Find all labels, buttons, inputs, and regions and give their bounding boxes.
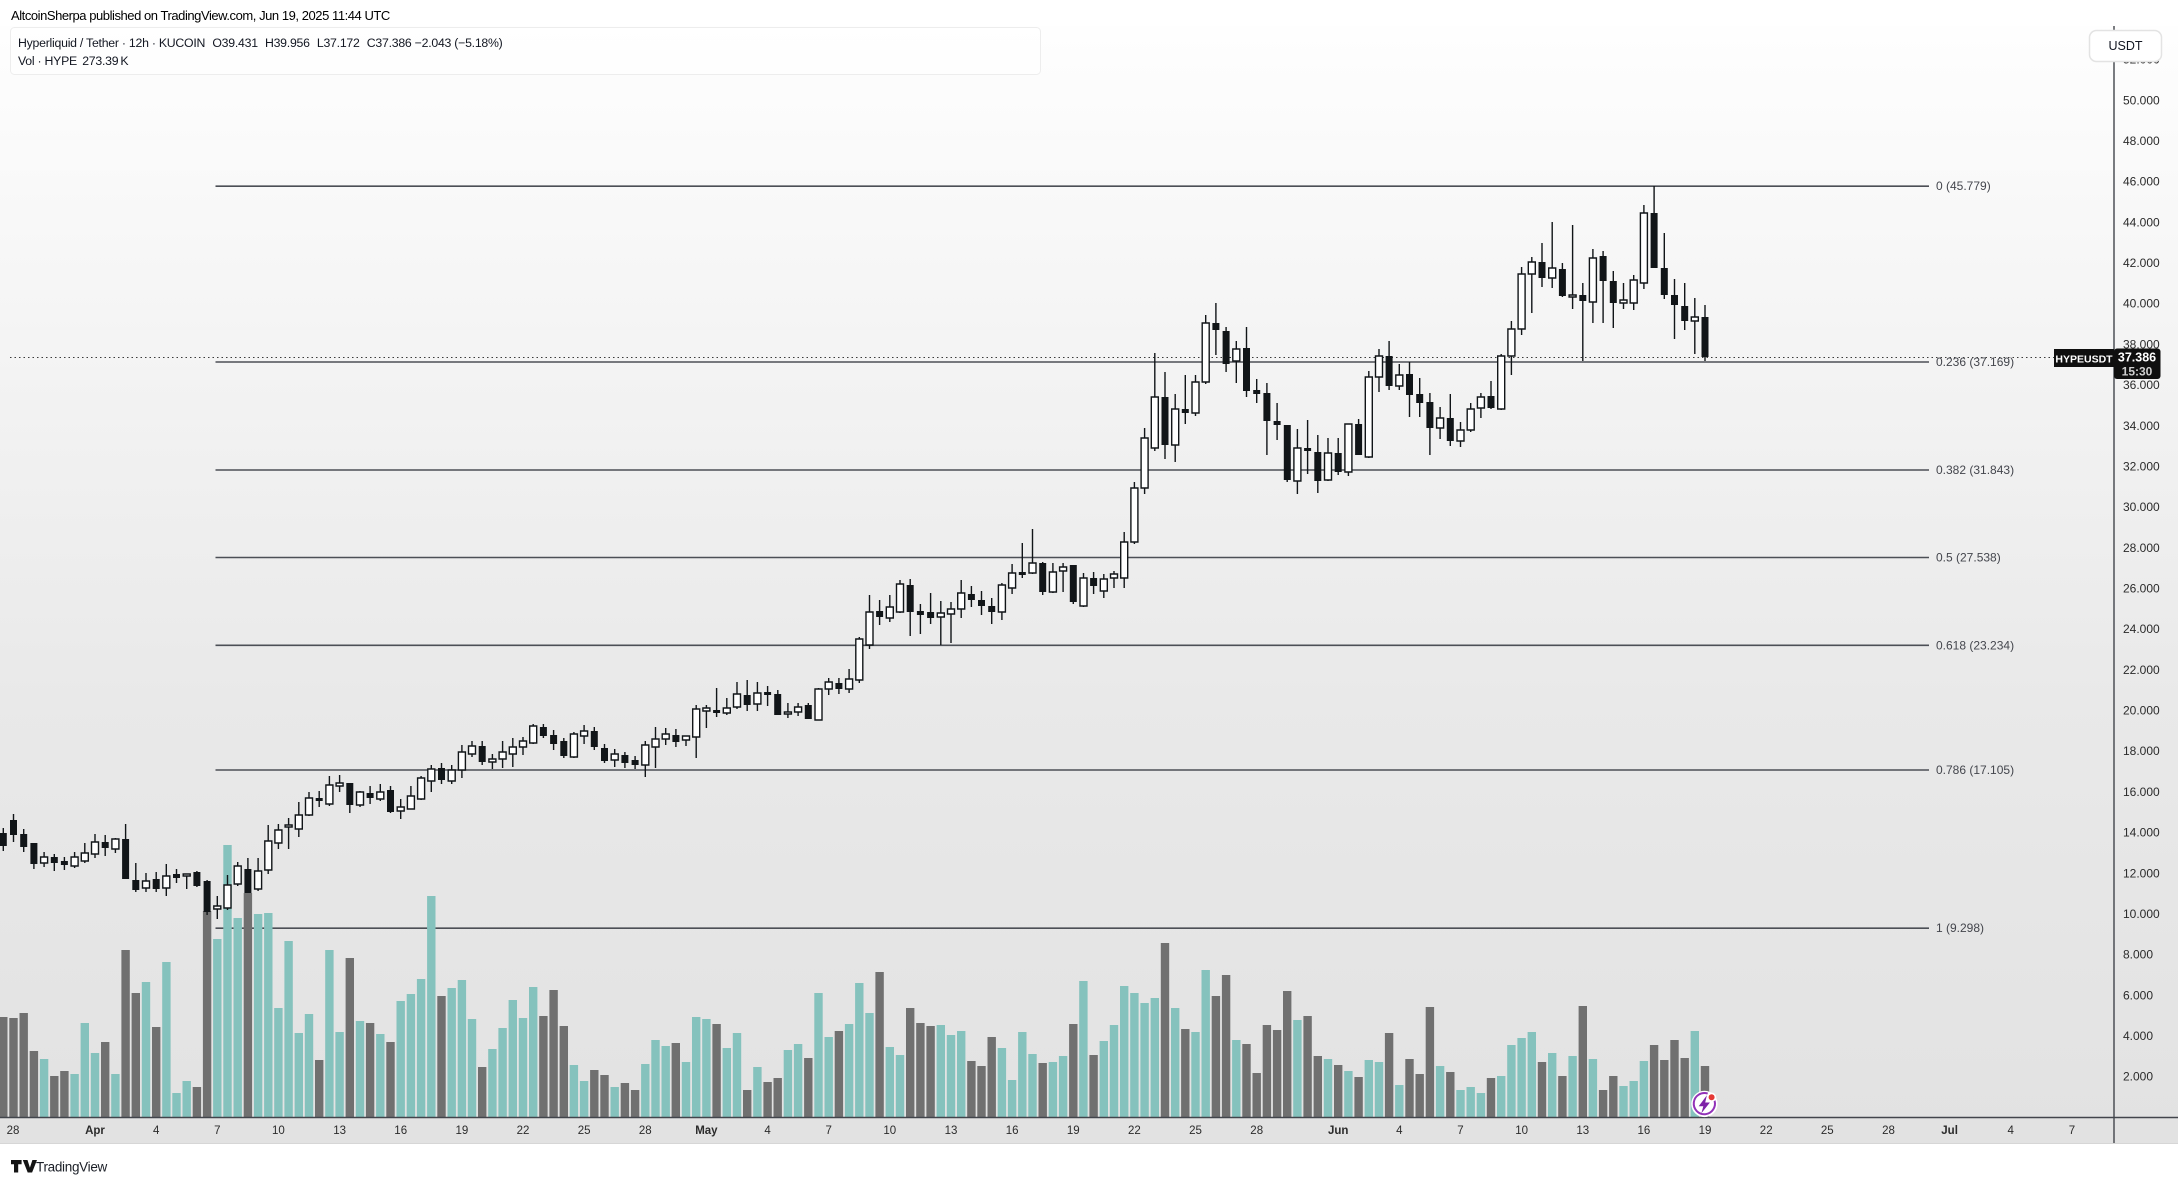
svg-text:16: 16 [1638,1125,1651,1137]
svg-text:48.000: 48.000 [2123,134,2160,148]
svg-text:7: 7 [2069,1125,2075,1137]
svg-text:14.000: 14.000 [2123,826,2160,840]
svg-text:34.000: 34.000 [2123,419,2160,433]
svg-text:7: 7 [825,1125,831,1137]
svg-text:0 (45.779): 0 (45.779) [1936,179,1991,193]
svg-text:13: 13 [333,1125,346,1137]
svg-text:13: 13 [1576,1125,1589,1137]
svg-text:19: 19 [456,1125,469,1137]
svg-text:18.000: 18.000 [2123,744,2160,758]
svg-text:7: 7 [1457,1125,1463,1137]
svg-text:7: 7 [214,1125,220,1137]
svg-text:4: 4 [2007,1125,2014,1137]
svg-text:50.000: 50.000 [2123,93,2160,107]
svg-text:8.000: 8.000 [2123,948,2153,962]
svg-text:22: 22 [517,1125,530,1137]
svg-text:USDT: USDT [2108,39,2142,53]
svg-text:25: 25 [1189,1125,1202,1137]
svg-text:0.618 (23.234): 0.618 (23.234) [1936,638,2014,652]
svg-text:12.000: 12.000 [2123,866,2160,880]
svg-text:0.5 (27.538): 0.5 (27.538) [1936,551,2001,565]
svg-text:22.000: 22.000 [2123,663,2160,677]
svg-text:16: 16 [1006,1125,1019,1137]
svg-text:Jul: Jul [1941,1125,1958,1137]
svg-text:26.000: 26.000 [2123,582,2160,596]
svg-text:25: 25 [1821,1125,1834,1137]
svg-text:0.786 (17.105): 0.786 (17.105) [1936,763,2014,777]
svg-text:Hyperliquid / Tether · 12h · K: Hyperliquid / Tether · 12h · KUCOIN O39.… [18,36,503,50]
svg-text:Apr: Apr [85,1125,105,1137]
svg-text:Jun: Jun [1328,1125,1348,1137]
svg-text:19: 19 [1699,1125,1712,1137]
svg-text:13: 13 [945,1125,958,1137]
svg-text:1 (9.298): 1 (9.298) [1936,921,1984,935]
svg-text:19: 19 [1067,1125,1080,1137]
svg-text:24.000: 24.000 [2123,622,2160,636]
svg-text:38.000: 38.000 [2123,337,2160,351]
svg-text:30.000: 30.000 [2123,500,2160,514]
svg-text:28: 28 [639,1125,652,1137]
svg-text:44.000: 44.000 [2123,215,2160,229]
svg-text:22: 22 [1760,1125,1773,1137]
svg-text:22: 22 [1128,1125,1141,1137]
svg-text:28: 28 [7,1125,20,1137]
svg-text:0.236 (37.169): 0.236 (37.169) [1936,355,2014,369]
svg-text:16.000: 16.000 [2123,785,2160,799]
svg-text:10.000: 10.000 [2123,907,2160,921]
svg-text:HYPEUSDT: HYPEUSDT [2055,354,2113,366]
svg-text:4.000: 4.000 [2123,1029,2153,1043]
svg-text:25: 25 [578,1125,591,1137]
svg-text:2.000: 2.000 [2123,1070,2153,1084]
svg-text:10: 10 [1515,1125,1528,1137]
svg-text:42.000: 42.000 [2123,256,2160,270]
svg-text:AltcoinSherpa published on Tra: AltcoinSherpa published on TradingView.c… [11,8,390,23]
svg-text:4: 4 [153,1125,160,1137]
svg-text:46.000: 46.000 [2123,175,2160,189]
svg-text:32.000: 32.000 [2123,460,2160,474]
svg-text:4: 4 [764,1125,771,1137]
svg-text:10: 10 [883,1125,896,1137]
svg-text:37.386: 37.386 [2118,351,2156,365]
svg-text:20.000: 20.000 [2123,704,2160,718]
svg-text:40.000: 40.000 [2123,297,2160,311]
svg-text:28: 28 [1250,1125,1263,1137]
svg-text:28: 28 [1882,1125,1895,1137]
svg-text:36.000: 36.000 [2123,378,2160,392]
svg-text:0.382 (31.843): 0.382 (31.843) [1936,463,2014,477]
svg-text:6.000: 6.000 [2123,988,2153,1002]
svg-text:10: 10 [272,1125,285,1137]
svg-text:Vol · HYPE 273.39K: Vol · HYPE 273.39 K [18,54,129,68]
svg-text:TradingView: TradingView [36,1160,108,1175]
svg-text:May: May [695,1125,718,1137]
svg-text:15:30: 15:30 [2122,365,2153,379]
svg-text:28.000: 28.000 [2123,541,2160,555]
svg-text:16: 16 [394,1125,407,1137]
svg-text:4: 4 [1396,1125,1403,1137]
